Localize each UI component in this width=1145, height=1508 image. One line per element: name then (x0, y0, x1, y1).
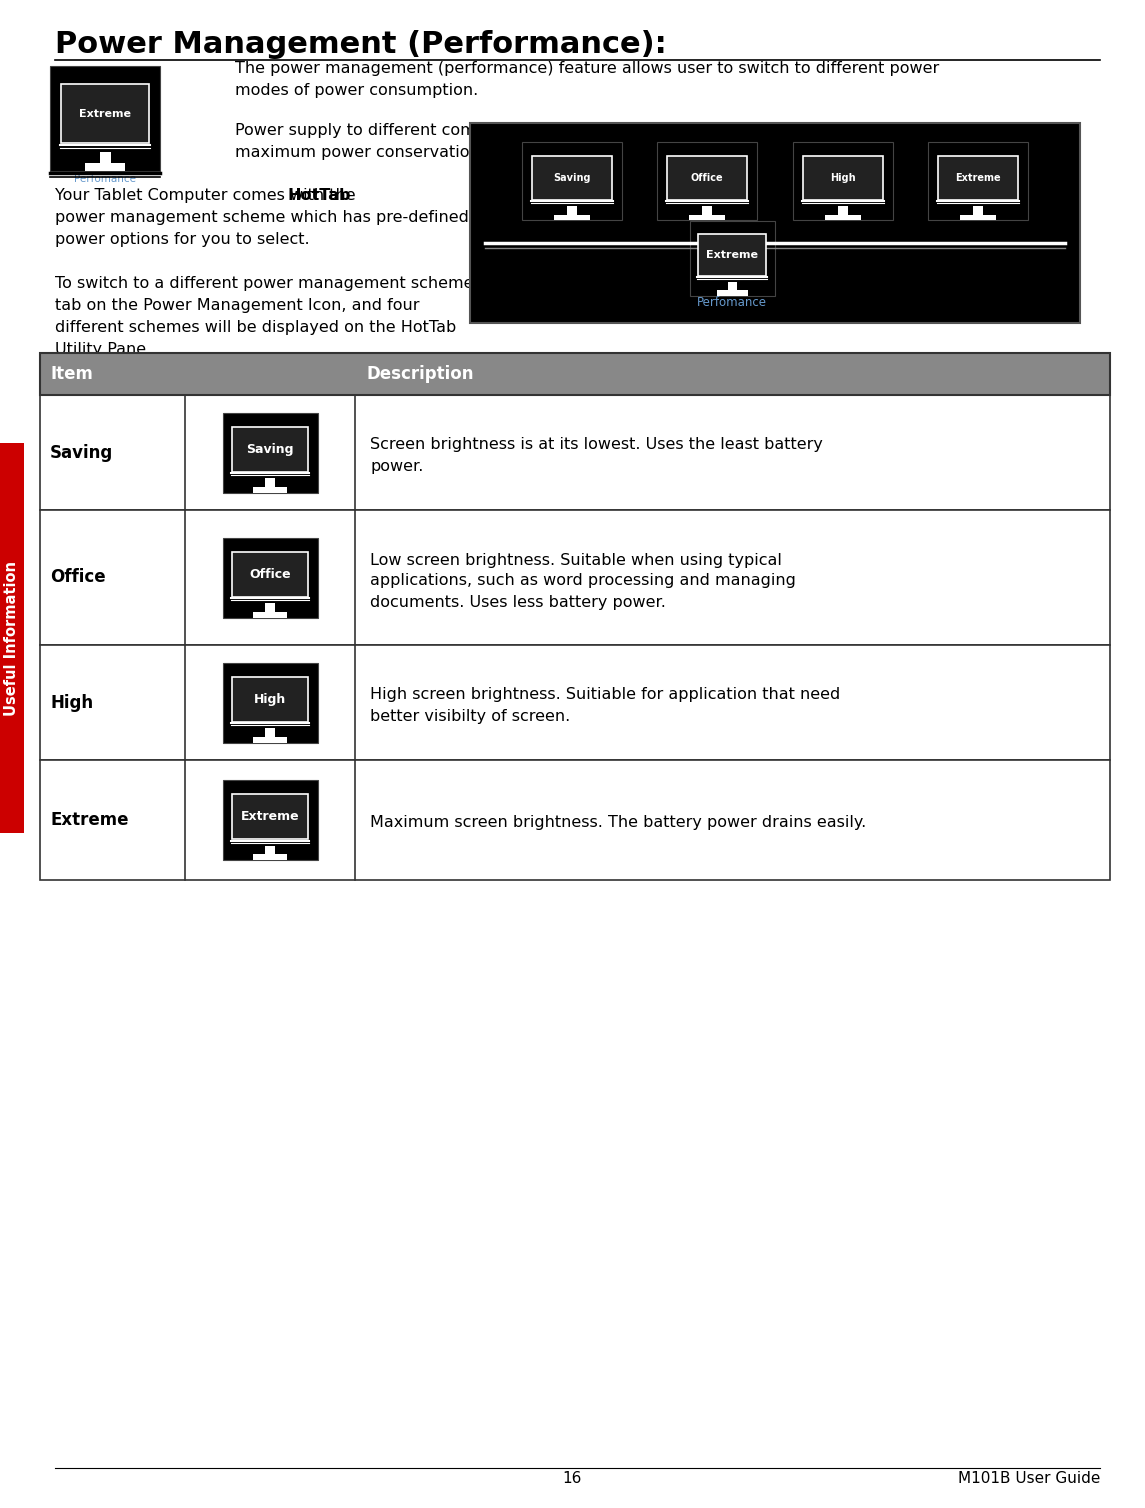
Bar (232, 677, 308, 722)
Text: Extreme: Extreme (79, 109, 131, 119)
Bar (824, 214, 861, 220)
Bar (266, 846, 275, 855)
Text: M101B User Guide: M101B User Guide (957, 1470, 1100, 1485)
Bar (61, 84, 149, 143)
Text: Saving: Saving (553, 173, 591, 182)
Text: power.: power. (370, 458, 424, 474)
Text: Power Management (Performance):: Power Management (Performance): (55, 30, 666, 59)
Bar (266, 728, 275, 737)
Text: Low screen brightness. Suitable when using typical: Low screen brightness. Suitable when usi… (370, 552, 782, 567)
Text: High screen brightness. Suitiable for application that need: High screen brightness. Suitiable for ap… (370, 688, 840, 703)
Bar (232, 427, 308, 472)
Bar (838, 207, 847, 216)
Bar (929, 142, 1028, 220)
Text: different schemes will be displayed on the HotTab: different schemes will be displayed on t… (55, 320, 456, 335)
Text: Your Tablet Computer comes with the: Your Tablet Computer comes with the (55, 188, 361, 204)
Bar (567, 207, 577, 216)
Text: better visibilty of screen.: better visibilty of screen. (370, 709, 570, 724)
Text: Office: Office (50, 569, 105, 587)
Bar (253, 487, 287, 493)
Bar (253, 855, 287, 860)
Text: 16: 16 (562, 1470, 582, 1485)
Bar (232, 552, 308, 597)
Bar (698, 234, 766, 276)
Bar (522, 142, 622, 220)
Bar (668, 155, 748, 199)
Text: High: High (50, 694, 93, 712)
Text: Extreme: Extreme (50, 811, 128, 829)
Text: Utility Pane: Utility Pane (55, 342, 147, 357)
Text: Maximum screen brightness. The battery power drains easily.: Maximum screen brightness. The battery p… (370, 814, 867, 829)
Bar (85, 163, 125, 170)
Bar (0, 443, 24, 832)
Text: High: High (830, 173, 855, 182)
Text: Item: Item (50, 365, 93, 383)
Text: Power supply to different components is controlled on an as-needed basis. This a: Power supply to different components is … (235, 124, 929, 160)
Text: Saving: Saving (246, 443, 294, 455)
Bar (531, 155, 611, 199)
Bar (40, 645, 1110, 760)
Text: Extreme: Extreme (240, 810, 299, 823)
Bar (40, 510, 1110, 645)
Bar (717, 290, 748, 296)
Bar (50, 65, 160, 170)
Text: Extreme: Extreme (706, 250, 758, 259)
Bar (469, 124, 1080, 323)
Text: Perfomance: Perfomance (74, 175, 136, 184)
Text: Perfomance: Perfomance (697, 296, 767, 309)
Bar (266, 478, 275, 487)
Bar (792, 142, 893, 220)
Bar (973, 207, 984, 216)
Text: Description: Description (368, 365, 474, 383)
Text: Office: Office (250, 569, 291, 581)
Bar (253, 612, 287, 617)
Bar (40, 395, 1110, 510)
Bar (554, 214, 590, 220)
Text: tab on the Power Management Icon, and four: tab on the Power Management Icon, and fo… (55, 299, 419, 314)
Text: To switch to a different power management scheme,: To switch to a different power managemen… (55, 276, 479, 291)
Text: Extreme: Extreme (956, 173, 1001, 182)
Text: power options for you to select.: power options for you to select. (55, 232, 309, 247)
Bar (689, 220, 775, 296)
Bar (266, 603, 275, 612)
Text: power management scheme which has pre-defined: power management scheme which has pre-de… (55, 210, 468, 225)
Text: Useful Information: Useful Information (5, 561, 19, 715)
Text: Screen brightness is at its lowest. Uses the least battery: Screen brightness is at its lowest. Uses… (370, 437, 823, 452)
Bar (961, 214, 996, 220)
Bar (40, 760, 1110, 881)
Bar (702, 207, 712, 216)
Bar (222, 662, 317, 742)
Text: documents. Uses less battery power.: documents. Uses less battery power. (370, 594, 666, 609)
Text: Saving: Saving (50, 443, 113, 461)
Bar (222, 537, 317, 617)
Bar (222, 413, 317, 493)
Text: HotTab: HotTab (287, 188, 350, 204)
Bar (657, 142, 757, 220)
Bar (40, 353, 1110, 395)
Text: High: High (254, 692, 286, 706)
Text: Office: Office (690, 173, 724, 182)
Bar (222, 780, 317, 860)
Bar (689, 214, 725, 220)
Text: applications, such as word processing and managing: applications, such as word processing an… (370, 573, 796, 588)
Bar (803, 155, 883, 199)
Bar (728, 282, 736, 291)
Bar (232, 795, 308, 838)
Text: The power management (performance) feature allows user to switch to different po: The power management (performance) featu… (235, 60, 939, 98)
Bar (100, 152, 111, 164)
Bar (939, 155, 1018, 199)
Bar (253, 737, 287, 742)
